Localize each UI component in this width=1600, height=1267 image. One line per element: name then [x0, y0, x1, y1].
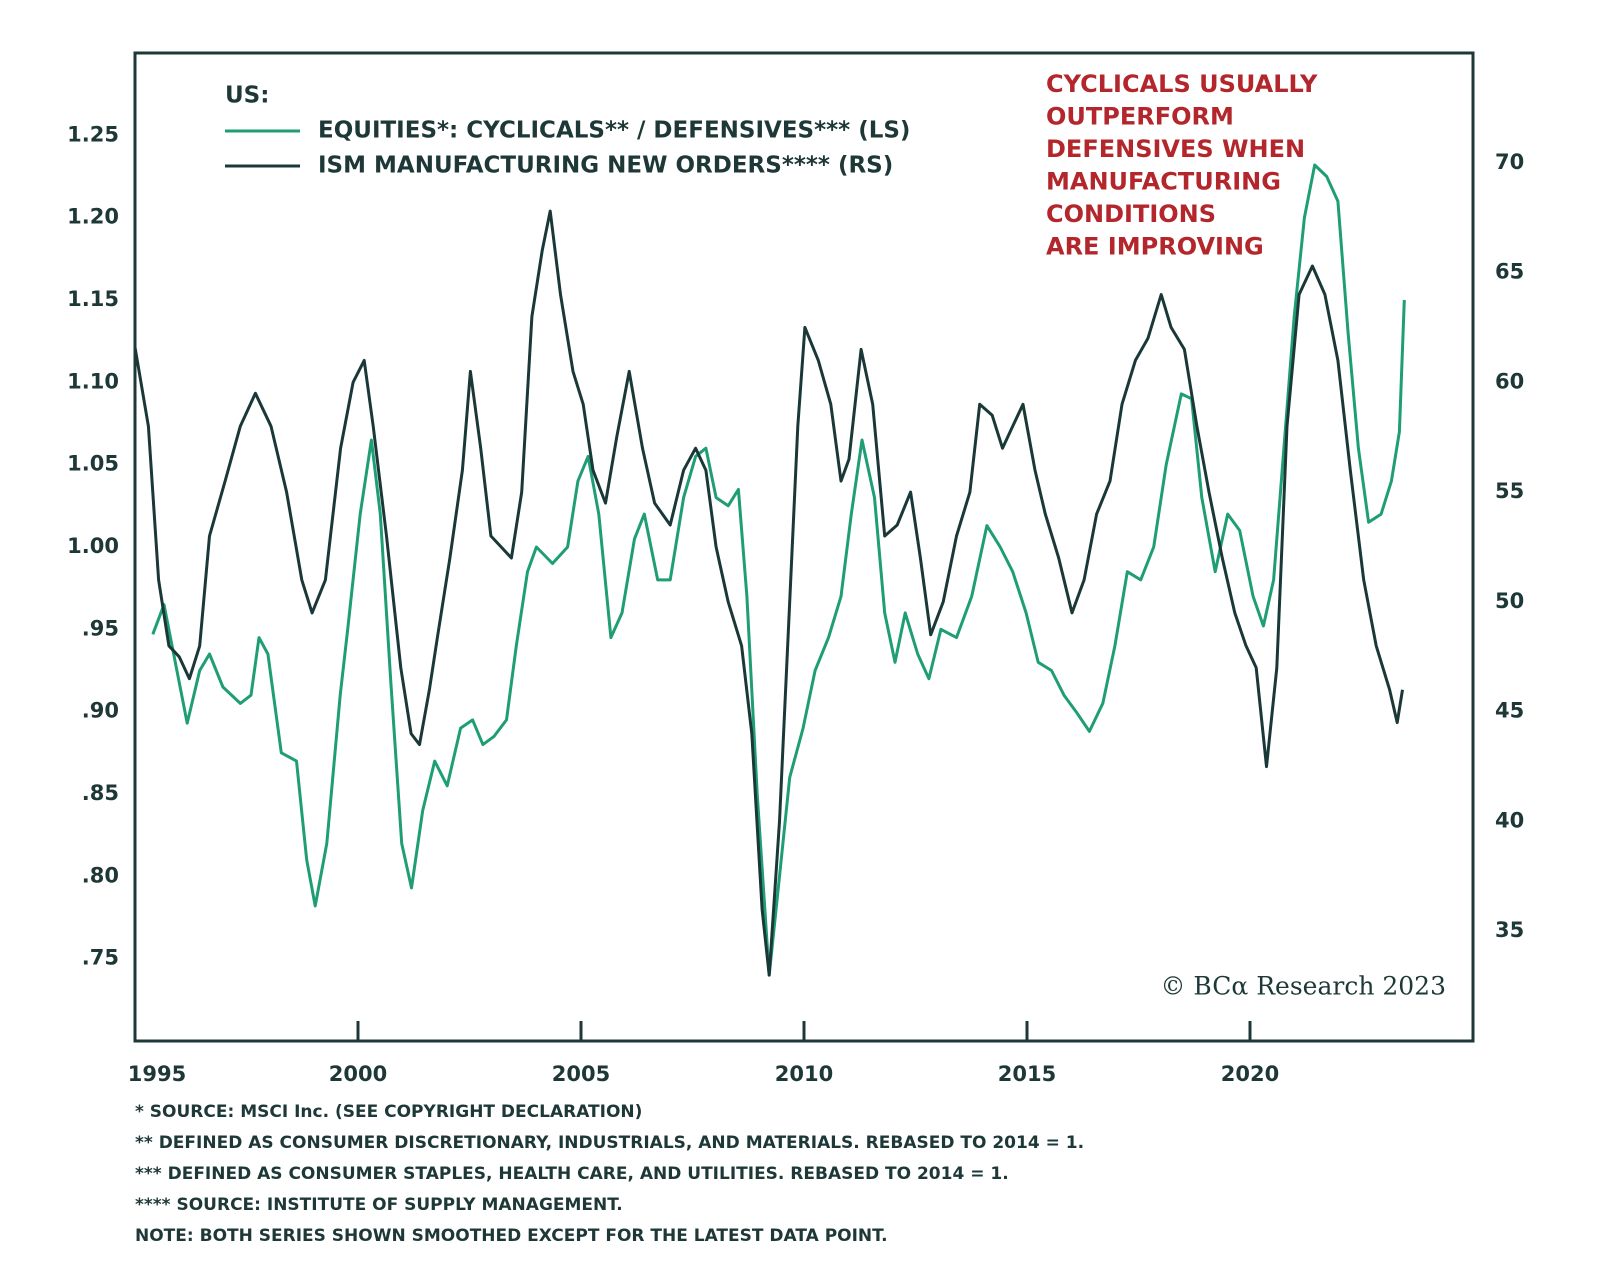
legend-label: ISM MANUFACTURING NEW ORDERS**** (RS): [318, 153, 893, 179]
annotation: CONDITIONS: [1046, 200, 1216, 228]
y2-tick-label: 50: [1495, 589, 1524, 613]
footnote: ** DEFINED AS CONSUMER DISCRETIONARY, IN…: [135, 1133, 1084, 1153]
annotation: CYCLICALS USUALLY: [1046, 70, 1318, 98]
y-tick-label: 1.05: [67, 452, 119, 476]
footnote: *** DEFINED AS CONSUMER STAPLES, HEALTH …: [135, 1164, 1009, 1184]
y2-tick-label: 70: [1495, 150, 1524, 174]
x-tick-label: 2005: [552, 1062, 610, 1086]
y-tick-label: 1.25: [67, 122, 119, 146]
x-tick-label: 2020: [1221, 1062, 1279, 1086]
footnote: **** SOURCE: INSTITUTE OF SUPPLY MANAGEM…: [135, 1195, 623, 1215]
footnote: * SOURCE: MSCI Inc. (SEE COPYRIGHT DECLA…: [135, 1102, 642, 1122]
series-line: [133, 209, 1404, 977]
annotation: DEFENSIVES WHEN: [1046, 135, 1305, 163]
y-tick-label: .85: [82, 781, 119, 805]
x-tick-label: 1995: [128, 1062, 186, 1086]
annotation: MANUFACTURING: [1046, 168, 1281, 196]
series-line: [151, 163, 1406, 977]
y-tick-label: 1.20: [67, 205, 119, 229]
y2-tick-label: 45: [1495, 699, 1524, 723]
annotation: OUTPERFORM: [1046, 103, 1234, 131]
y2-tick-label: 40: [1495, 808, 1524, 832]
legend-label: EQUITIES*: CYCLICALS** / DEFENSIVES*** (…: [318, 118, 910, 144]
x-tick-label: 2010: [775, 1062, 833, 1086]
y-tick-label: .90: [82, 699, 119, 723]
y2-tick-label: 35: [1495, 918, 1524, 942]
footnote: NOTE: BOTH SERIES SHOWN SMOOTHED EXCEPT …: [135, 1226, 888, 1246]
x-tick-label: 2015: [998, 1062, 1056, 1086]
annotation: ARE IMPROVING: [1046, 233, 1264, 261]
y-tick-label: 1.10: [67, 369, 119, 393]
copyright: © BCα Research 2023: [1160, 972, 1446, 1001]
y-tick-label: 1.00: [67, 534, 119, 558]
y-tick-label: .75: [82, 946, 119, 970]
legend-title: US:: [225, 83, 269, 109]
y-tick-label: 1.15: [67, 287, 119, 311]
y2-tick-label: 65: [1495, 260, 1524, 284]
x-tick-label: 2000: [329, 1062, 387, 1086]
y-tick-label: .95: [82, 616, 119, 640]
y2-tick-label: 60: [1495, 369, 1524, 393]
plot-frame: [133, 51, 1475, 1043]
y2-tick-label: 55: [1495, 479, 1524, 503]
y-tick-label: .80: [82, 863, 119, 887]
